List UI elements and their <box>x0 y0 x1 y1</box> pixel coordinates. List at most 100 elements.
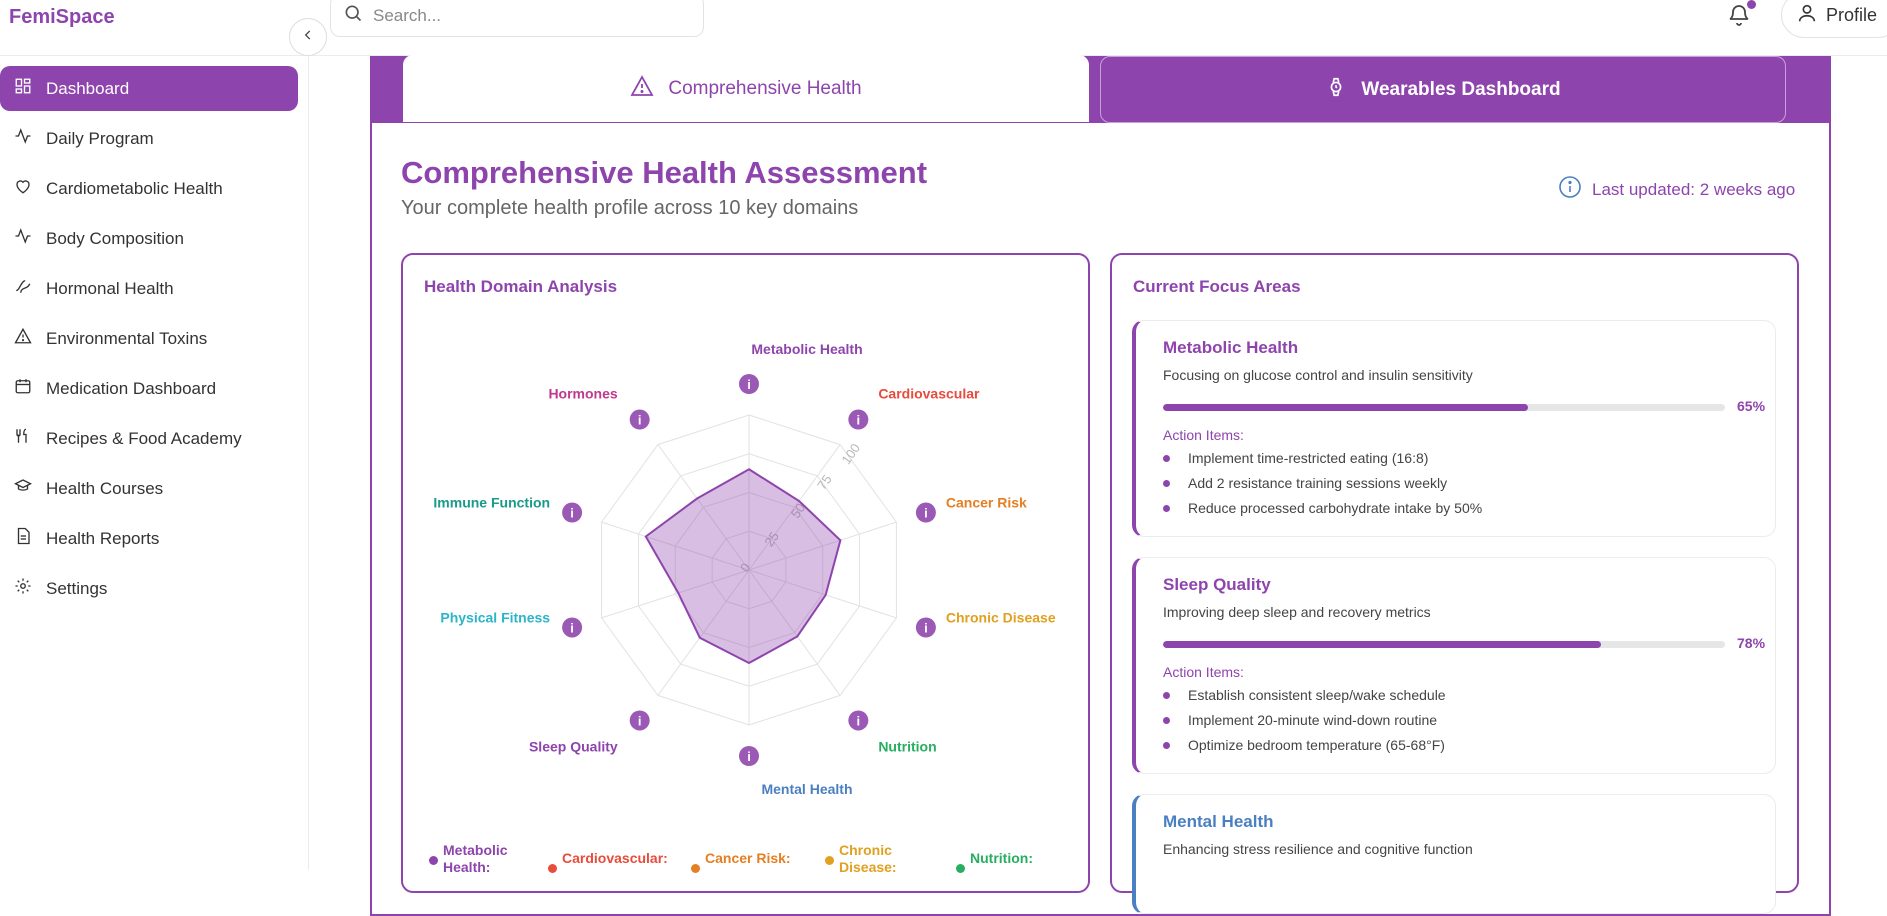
info-icon: i <box>857 413 861 428</box>
focus-item-title: Mental Health <box>1163 812 1274 831</box>
warning-icon <box>630 74 654 104</box>
sidebar-item-medication-dashboard[interactable]: Medication Dashboard <box>0 366 298 411</box>
data-polygon <box>644 468 842 665</box>
info-icon: i <box>638 413 642 428</box>
last-updated: Last updated: 2 weeks ago <box>1558 175 1795 204</box>
tab-wearables-dashboard[interactable]: Wearables Dashboard <box>1100 56 1786 123</box>
grid-spoke <box>657 569 750 696</box>
graduation-cap-icon <box>13 477 33 500</box>
dashboard-icon <box>14 77 32 100</box>
info-dot[interactable] <box>848 710 869 731</box>
progress-fill <box>1163 641 1602 648</box>
gear-icon <box>14 577 32 600</box>
action-item: Implement time-restricted eating (16:8) <box>1163 450 1482 475</box>
sidebar-item-hormonal-health[interactable]: Hormonal Health <box>0 266 298 311</box>
search-input[interactable] <box>373 5 673 26</box>
action-item: Optimize bedroom temperature (65-68°F) <box>1163 737 1446 762</box>
main-content: Comprehensive Health Wearables Dashboard… <box>309 55 1887 916</box>
info-icon: i <box>924 620 928 635</box>
tick-label: 25 <box>761 529 782 549</box>
progress-fill <box>1163 404 1529 411</box>
sidebar-item-cardiometabolic-health[interactable]: Cardiometabolic Health <box>0 166 298 211</box>
legend-item: Metabolic Health: <box>443 842 508 875</box>
info-dot[interactable] <box>848 409 869 430</box>
focus-item-description: Improving deep sleep and recovery metric… <box>1163 604 1431 620</box>
sidebar-item-health-reports[interactable]: Health Reports <box>0 516 298 561</box>
hormone-icon <box>14 277 32 300</box>
info-icon: i <box>638 713 642 728</box>
page-subtitle: Your complete health profile across 10 k… <box>401 197 859 219</box>
bell-icon <box>1727 3 1751 32</box>
focus-item-description: Focusing on glucose control and insulin … <box>1163 367 1473 383</box>
tab-bar: Comprehensive Health Wearables Dashboard <box>370 55 1831 123</box>
profile-button[interactable]: Profile <box>1781 0 1887 38</box>
sidebar-item-daily-program[interactable]: Daily Program <box>0 116 298 161</box>
grid-spoke <box>748 521 897 571</box>
heart-icon <box>14 177 32 200</box>
focus-item-mental-health[interactable]: Mental Health Enhancing stress resilienc… <box>1132 794 1776 914</box>
warning-icon <box>14 327 32 350</box>
info-dot[interactable] <box>562 617 583 638</box>
sidebar-item-dashboard[interactable]: Dashboard <box>0 66 298 111</box>
legend-item: Cancer Risk: <box>705 850 791 866</box>
sidebar: Dashboard Daily Program Cardiometabolic … <box>0 56 309 870</box>
collapse-sidebar-button[interactable] <box>289 18 327 56</box>
chevron-left-icon <box>301 28 315 47</box>
info-dot[interactable] <box>562 502 583 523</box>
brand-logo[interactable]: FemiSpace <box>9 6 115 28</box>
action-item: Add 2 resistance training sessions weekl… <box>1163 475 1482 500</box>
info-icon: i <box>570 620 574 635</box>
sidebar-item-health-courses[interactable]: Health Courses <box>0 466 298 511</box>
action-items-label: Action Items: <box>1163 427 1244 443</box>
focus-item-description: Enhancing stress resilience and cognitiv… <box>1163 841 1473 857</box>
grid-spoke <box>657 444 750 571</box>
info-icon: i <box>857 713 861 728</box>
tab-comprehensive-health[interactable]: Comprehensive Health <box>403 55 1089 122</box>
grid-spoke <box>601 521 750 571</box>
axis-label: Chronic Disease <box>946 609 1056 625</box>
calendar-icon <box>14 377 32 400</box>
info-icon: i <box>747 377 751 392</box>
sidebar-item-body-composition[interactable]: Body Composition <box>0 216 298 261</box>
info-dot[interactable] <box>629 710 650 731</box>
legend-item: Nutrition: <box>970 850 1033 866</box>
grid-spoke <box>748 569 841 696</box>
action-items-label: Action Items: <box>1163 664 1244 680</box>
current-focus-areas-card: Current Focus Areas Metabolic Health Foc… <box>1110 253 1799 914</box>
legend-dot <box>956 864 965 873</box>
info-dot[interactable] <box>915 617 936 638</box>
search-box[interactable] <box>330 0 704 37</box>
focus-item-sleep-quality[interactable]: Sleep Quality Improving deep sleep and r… <box>1132 557 1776 774</box>
notifications-button[interactable] <box>1724 2 1754 32</box>
focus-item-metabolic-health[interactable]: Metabolic Health Focusing on glucose con… <box>1132 320 1776 537</box>
sidebar-item-settings[interactable]: Settings <box>0 566 298 611</box>
action-item: Implement 20-minute wind-down routine <box>1163 712 1446 737</box>
progress-bar <box>1163 641 1725 648</box>
legend-dot <box>548 864 557 873</box>
focus-item-title: Sleep Quality <box>1163 575 1271 594</box>
info-icon: i <box>924 506 928 521</box>
info-dot[interactable] <box>739 374 759 394</box>
action-item: Establish consistent sleep/wake schedule <box>1163 687 1446 712</box>
sidebar-item-label: Health Reports <box>46 528 160 548</box>
sidebar-item-label: Recipes & Food Academy <box>46 428 242 448</box>
grid-spoke <box>748 569 897 619</box>
info-dot[interactable] <box>739 746 759 766</box>
card-title: Current Focus Areas <box>1133 277 1301 296</box>
sidebar-item-recipes-food-academy[interactable]: Recipes & Food Academy <box>0 416 298 461</box>
info-dot[interactable] <box>629 409 650 430</box>
sidebar-item-label: Environmental Toxins <box>46 328 208 348</box>
notification-badge <box>1747 0 1756 9</box>
info-icon: i <box>747 749 751 764</box>
tab-label: Wearables Dashboard <box>1361 78 1561 100</box>
tab-label: Comprehensive Health <box>668 77 862 99</box>
sidebar-item-label: Body Composition <box>46 228 184 248</box>
sidebar-item-environmental-toxins[interactable]: Environmental Toxins <box>0 316 298 361</box>
document-icon <box>14 527 32 550</box>
info-dot[interactable] <box>915 502 936 523</box>
action-list: Implement time-restricted eating (16:8) … <box>1163 450 1482 525</box>
axis-label: Physical Fitness <box>440 609 550 625</box>
legend-item: Cardiovascular: <box>562 850 668 866</box>
axis-label: Mental Health <box>761 781 852 797</box>
info-icon <box>1558 175 1582 204</box>
